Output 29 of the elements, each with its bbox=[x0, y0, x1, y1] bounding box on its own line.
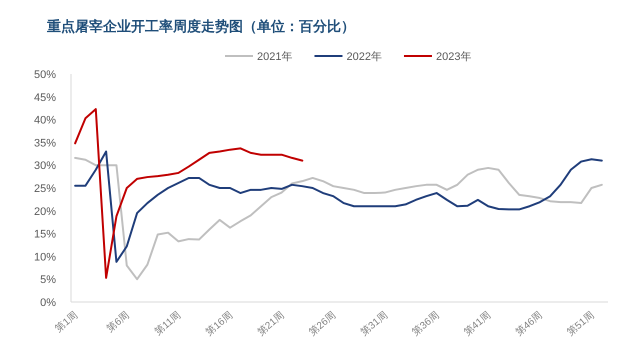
x-tick-label: 第36周 bbox=[410, 309, 442, 338]
line-series bbox=[74, 150, 603, 263]
x-tick-label: 第31周 bbox=[358, 309, 390, 338]
y-tick-label: 20% bbox=[34, 206, 56, 218]
y-tick-label: 25% bbox=[34, 183, 56, 195]
x-tick-label: 第46周 bbox=[513, 309, 545, 338]
y-tick-label: 10% bbox=[34, 251, 56, 264]
y-tick-label: 0% bbox=[40, 297, 56, 309]
y-tick-label: 15% bbox=[34, 228, 56, 241]
y-tick-label: 45% bbox=[34, 92, 56, 104]
y-tick-label: 40% bbox=[34, 114, 56, 127]
chart-title: 重点屠宰企业开工率周度走势图（单位：百分比） bbox=[46, 18, 355, 34]
x-tick-label: 第51周 bbox=[564, 309, 596, 338]
y-tick-label: 50% bbox=[34, 69, 56, 81]
legend-label: 2023年 bbox=[436, 51, 472, 63]
legend-label: 2021年 bbox=[257, 51, 292, 63]
x-tick-label: 第41周 bbox=[462, 309, 494, 338]
line-series bbox=[74, 108, 304, 279]
line-series bbox=[74, 156, 603, 280]
y-tick-label: 30% bbox=[34, 160, 56, 172]
legend-label: 2022年 bbox=[346, 51, 382, 63]
x-tick-label: 第11周 bbox=[152, 309, 184, 338]
x-tick-label: 第16周 bbox=[203, 309, 235, 338]
y-tick-label: 5% bbox=[40, 274, 56, 286]
x-tick-label: 第21周 bbox=[255, 309, 287, 338]
x-tick-label: 第1周 bbox=[52, 309, 80, 335]
y-tick-label: 35% bbox=[34, 137, 56, 150]
x-tick-label: 第6周 bbox=[104, 309, 132, 335]
x-tick-label: 第26周 bbox=[306, 309, 338, 338]
